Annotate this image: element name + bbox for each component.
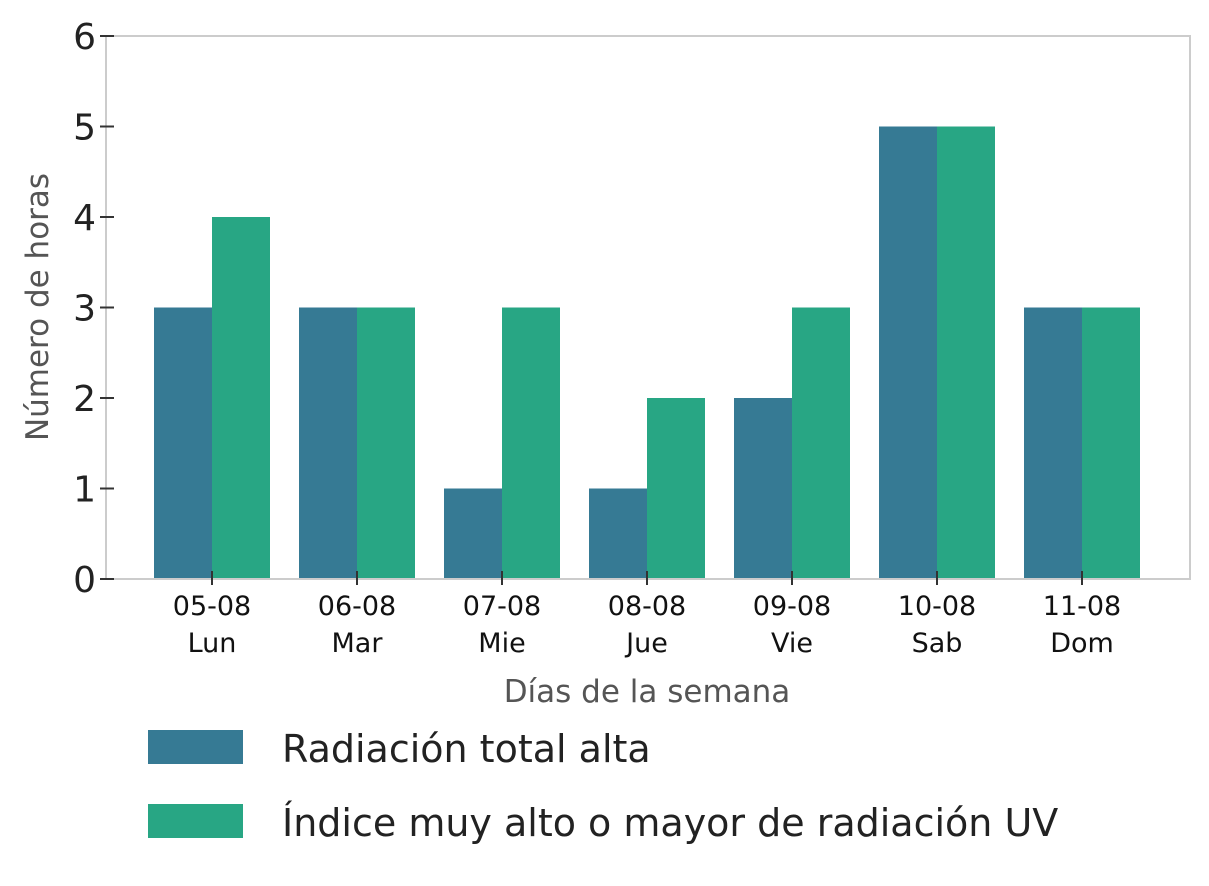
x-tick-label-day: Mar	[332, 628, 384, 659]
x-tick-label-day: Sab	[912, 628, 963, 659]
x-axis-label: Días de la semana	[504, 674, 791, 710]
bar-series1-5	[879, 126, 937, 579]
bar-series1-3	[589, 488, 647, 579]
y-tick-label: 0	[73, 560, 96, 601]
x-tick-label-date: 10-08	[898, 591, 976, 622]
x-tick-label-date: 06-08	[318, 591, 396, 622]
x-axis: 05-08 Lun 06-08 Mar 07-08 Mie 08-08 Jue 09-08 Vie…	[173, 571, 1121, 659]
x-tick-label-date: 09-08	[753, 591, 831, 622]
bar-series1-4	[734, 398, 792, 579]
y-tick-label: 4	[73, 198, 96, 239]
bar-series1-2	[444, 488, 502, 579]
legend-label-series1: Radiación total alta	[282, 727, 651, 771]
y-tick-label: 3	[73, 289, 96, 330]
y-tick-label: 2	[73, 379, 96, 420]
bars-group	[154, 126, 1140, 579]
y-axis: 0 1 2 3 4 5 6	[73, 17, 114, 601]
x-tick-label-day: Dom	[1050, 628, 1114, 659]
bar-series1-6	[1024, 307, 1082, 579]
bar-series2-6	[1082, 307, 1140, 579]
x-tick-label-day: Jue	[624, 628, 668, 659]
x-tick-label-date: 05-08	[173, 591, 251, 622]
x-tick-label-day: Lun	[188, 628, 237, 659]
legend-swatch-series1	[148, 730, 243, 764]
x-tick-label-date: 11-08	[1043, 591, 1121, 622]
x-tick-label-date: 07-08	[463, 591, 541, 622]
bar-series2-1	[357, 307, 415, 579]
bar-series1-1	[299, 307, 357, 579]
x-tick-label-day: Vie	[771, 628, 813, 659]
bar-series1-0	[154, 307, 212, 579]
y-axis-label: Número de horas	[20, 173, 56, 441]
bar-series2-4	[792, 307, 850, 579]
bar-series2-3	[647, 398, 705, 579]
bar-series2-2	[502, 307, 560, 579]
bar-series2-5	[937, 126, 995, 579]
y-tick-label: 5	[73, 108, 96, 149]
legend-swatch-series2	[148, 804, 243, 838]
legend-label-series2: Índice muy alto o mayor de radiación UV	[282, 801, 1058, 845]
legend: Radiación total alta Índice muy alto o ma…	[148, 727, 1058, 845]
x-tick-label-date: 08-08	[608, 591, 686, 622]
x-tick-label-day: Mie	[478, 628, 525, 659]
y-tick-label: 1	[73, 470, 96, 511]
y-tick-label: 6	[73, 17, 96, 58]
bar-series2-0	[212, 217, 270, 579]
